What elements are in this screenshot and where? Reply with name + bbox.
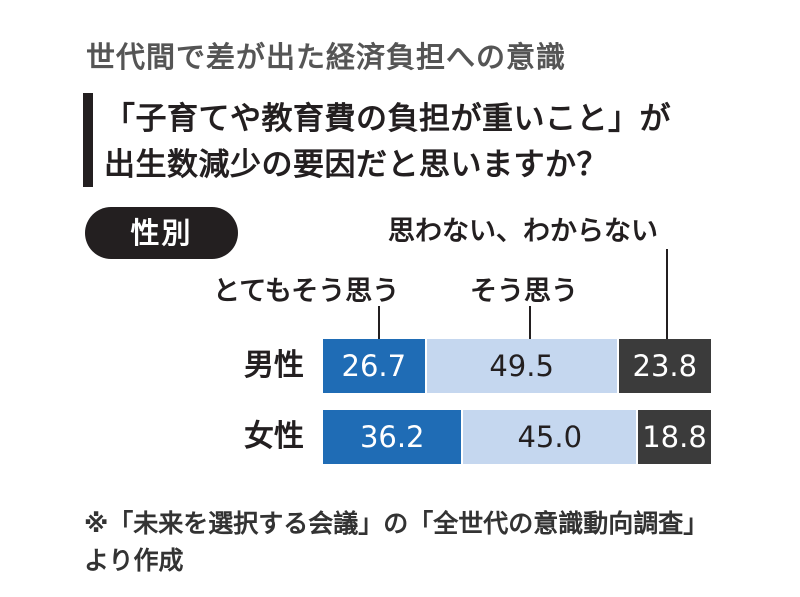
bar-value-label: 49.5 — [489, 349, 554, 383]
question-accent-bar — [83, 93, 93, 187]
bar-segment: 23.8 — [618, 339, 711, 393]
bar-segment: 49.5 — [426, 339, 617, 393]
leader-line-agree — [529, 306, 531, 339]
row-label: 男性 — [244, 348, 304, 383]
bar-segment: 36.2 — [323, 410, 462, 464]
legend-label-agree: そう思う — [470, 276, 578, 307]
bar-segment: 18.8 — [638, 410, 711, 464]
question-line-1: 「子育てや教育費の負担が重いこと」が — [104, 101, 671, 137]
legend-label-strongly-agree: とてもそう思う — [213, 276, 400, 307]
bar-value-label: 23.8 — [632, 349, 698, 383]
section-pill: 性別 — [85, 207, 238, 259]
legend-label-disagree: 思わない、わからない — [388, 216, 658, 247]
row-label: 女性 — [244, 419, 304, 454]
bar-value-label: 36.2 — [359, 420, 425, 454]
bar-value-label: 45.0 — [517, 420, 583, 454]
bar-value-label: 18.8 — [642, 420, 707, 454]
question-text: 「子育てや教育費の負担が重いこと」が 出生数減少の要因だと思いますか？ — [104, 96, 671, 188]
bar-segment: 26.7 — [323, 339, 425, 393]
leader-line-disagree — [666, 249, 668, 339]
chart-title: 世代間で差が出た経済負担への意識 — [86, 40, 567, 74]
bar-value-label: 26.7 — [341, 349, 407, 383]
bar-segment: 45.0 — [463, 410, 637, 464]
leader-line-strongly-agree — [378, 306, 380, 339]
source-note: ※「未来を選択する会議」の「全世代の意識動向調査」より作成 — [84, 509, 709, 575]
question-line-2: 出生数減少の要因だと思いますか？ — [104, 147, 608, 183]
